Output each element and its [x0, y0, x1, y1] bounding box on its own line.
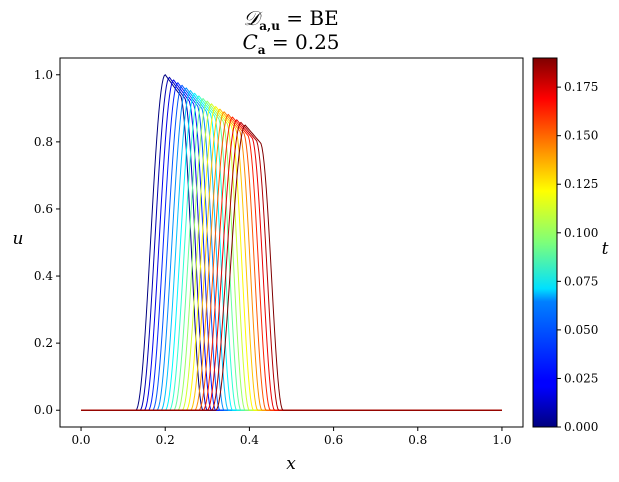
x-tick-label: 1.0 [492, 433, 511, 447]
series-line [81, 81, 502, 411]
y-tick-label: 0.4 [34, 269, 53, 283]
series-line [81, 92, 502, 411]
series-line [81, 116, 502, 411]
series-line [81, 74, 502, 411]
x-axis-ticks: 0.0 0.2 0.4 0.6 0.8 1.0 [71, 427, 512, 447]
x-axis-label: x [286, 454, 296, 474]
x-tick-label: 0.0 [71, 433, 90, 447]
series-line [81, 105, 502, 411]
chart-title-line2: Ca = 0.25 [242, 30, 339, 57]
colorbar-tick-label: 0.125 [564, 177, 598, 191]
series-line [81, 121, 502, 411]
colorbar-tick-label: 0.150 [564, 129, 598, 143]
series-line [81, 100, 502, 411]
y-tick-label: 1.0 [34, 68, 53, 82]
x-tick-label: 0.2 [156, 433, 175, 447]
colorbar: 0.000 0.025 0.050 0.075 0.100 0.125 0.150 0.175… [532, 57, 609, 434]
y-axis-ticks: 0.0 0.2 0.4 0.6 0.8 1.0 [34, 68, 60, 417]
colorbar-tick-label: 0.000 [564, 420, 598, 434]
x-tick-label: 0.8 [408, 433, 427, 447]
y-tick-label: 0.2 [34, 336, 53, 350]
series-line [81, 108, 502, 411]
y-tick-label: 0.6 [34, 202, 53, 216]
series-curves [81, 74, 502, 411]
colorbar-tick-label: 0.025 [564, 371, 598, 385]
colorbar-tick-label: 0.100 [564, 226, 598, 240]
colorbar-gradient [532, 57, 558, 428]
plot-frame [59, 57, 524, 428]
colorbar-ticks: 0.000 0.025 0.050 0.075 0.100 0.125 0.150 0.175 [557, 80, 598, 434]
colorbar-tick-label: 0.075 [564, 274, 598, 288]
series-line [81, 119, 502, 411]
colorbar-tick-label: 0.175 [564, 80, 598, 94]
series-line [81, 113, 502, 411]
colorbar-label: t [602, 239, 609, 259]
series-line [81, 87, 502, 411]
y-tick-label: 0.0 [34, 403, 53, 417]
series-line [81, 97, 502, 411]
series-line [81, 124, 502, 411]
series-line [81, 79, 502, 411]
series-line [81, 103, 502, 411]
plot-area: 0.0 0.2 0.4 0.6 0.8 1.0 0.0 0.2 0.4 0.6 0.8 1.0 [34, 57, 524, 447]
series-line [81, 95, 502, 411]
colorbar-tick-label: 0.050 [564, 323, 598, 337]
series-line [81, 89, 502, 411]
y-tick-label: 0.8 [34, 135, 53, 149]
x-tick-label: 0.6 [324, 433, 343, 447]
series-line [81, 111, 502, 411]
series-line [81, 84, 502, 411]
y-axis-label: u [13, 229, 24, 249]
series-line [81, 76, 502, 411]
x-tick-label: 0.4 [240, 433, 259, 447]
chart-title-line1: 𝒟a,u = BE [243, 6, 338, 33]
